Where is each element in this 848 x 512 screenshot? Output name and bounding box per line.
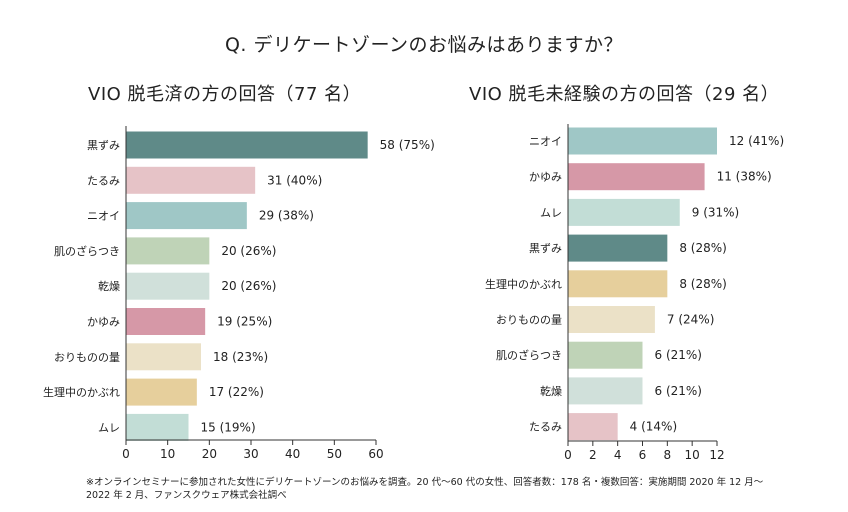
right-bar-6 — [568, 341, 643, 369]
right-chart-title: VIO 脱毛未経験の方の回答（29 名） — [469, 84, 780, 105]
right-category-label-7: 乾燥 — [540, 385, 562, 398]
left-bar-4 — [126, 272, 210, 300]
right-value-label-3: 8 (28%) — [679, 241, 726, 255]
right-value-label-1: 11 (38%) — [717, 170, 772, 184]
right-category-label-2: ムレ — [540, 206, 562, 219]
left-x-tick-label-1: 10 — [160, 447, 175, 461]
right-bar-1 — [568, 163, 705, 191]
left-category-label-2: ニオイ — [87, 210, 120, 223]
left-x-tick-label-0: 0 — [122, 447, 130, 461]
left-bar-2 — [126, 202, 247, 230]
right-bar-0 — [568, 127, 717, 155]
right-value-label-4: 8 (28%) — [679, 277, 726, 291]
left-value-label-7: 17 (22%) — [209, 385, 264, 399]
left-x-tick-label-4: 40 — [285, 447, 300, 461]
right-value-label-0: 12 (41%) — [729, 134, 784, 148]
left-category-label-8: ムレ — [98, 421, 120, 434]
footnote: ※オンラインセミナーに参加された女性にデリケートゾーンのお悩みを調査。20 代〜… — [86, 477, 764, 501]
right-x-tick-label-1: 2 — [589, 448, 597, 462]
left-bar-0 — [126, 131, 368, 159]
right-category-label-8: たるみ — [529, 421, 562, 434]
right-x-tick-label-5: 10 — [685, 448, 700, 462]
right-x-tick-label-6: 12 — [709, 448, 724, 462]
right-category-label-0: ニオイ — [529, 135, 562, 148]
left-category-label-6: おりものの量 — [54, 351, 120, 364]
left-value-label-6: 18 (23%) — [213, 350, 268, 364]
left-category-label-0: 黒ずみ — [87, 139, 120, 152]
right-value-label-2: 9 (31%) — [692, 205, 739, 219]
left-category-label-1: たるみ — [87, 174, 120, 187]
left-chart-title: VIO 脱毛済の方の回答（77 名） — [88, 84, 362, 105]
right-x-tick-label-0: 0 — [564, 448, 572, 462]
left-bar-1 — [126, 166, 256, 194]
right-value-label-5: 7 (24%) — [667, 313, 714, 327]
right-x-tick-label-3: 6 — [639, 448, 647, 462]
right-bar-8 — [568, 413, 618, 441]
right-value-label-7: 6 (21%) — [655, 384, 702, 398]
left-value-label-5: 19 (25%) — [217, 315, 272, 329]
right-value-label-6: 6 (21%) — [655, 348, 702, 362]
right-category-label-3: 黒ずみ — [529, 242, 562, 255]
left-bar-3 — [126, 237, 210, 265]
page-title: Q. デリケートゾーンのお悩みはありますか？ — [224, 34, 624, 56]
left-bar-7 — [126, 378, 197, 406]
left-value-label-2: 29 (38%) — [259, 209, 314, 223]
right-x-tick-label-4: 8 — [664, 448, 672, 462]
right-bar-2 — [568, 198, 680, 226]
left-bar-6 — [126, 343, 201, 371]
right-bar-4 — [568, 270, 668, 298]
right-category-label-4: 生理中のかぶれ — [485, 277, 562, 291]
left-x-tick-label-5: 50 — [327, 447, 342, 461]
right-x-tick-label-2: 4 — [614, 448, 622, 462]
left-value-label-4: 20 (26%) — [221, 279, 276, 293]
left-value-label-3: 20 (26%) — [221, 244, 276, 258]
left-x-tick-label-6: 60 — [368, 447, 383, 461]
left-bar-8 — [126, 413, 189, 441]
left-x-tick-label-3: 30 — [243, 447, 258, 461]
left-category-label-7: 生理中のかぶれ — [43, 385, 120, 399]
left-x-tick-label-2: 20 — [202, 447, 217, 461]
right-category-label-6: 肌のざらつき — [496, 348, 562, 362]
left-category-label-5: かゆみ — [87, 316, 120, 329]
right-category-label-1: かゆみ — [529, 171, 562, 184]
right-bar-3 — [568, 234, 668, 262]
left-category-label-3: 肌のざらつき — [54, 244, 120, 258]
right-value-label-8: 4 (14%) — [630, 420, 677, 434]
left-category-label-4: 乾燥 — [98, 280, 120, 293]
right-category-label-5: おりものの量 — [496, 314, 562, 327]
right-bar-5 — [568, 306, 655, 333]
right-bar-7 — [568, 377, 643, 405]
left-value-label-1: 31 (40%) — [267, 173, 322, 187]
left-bar-5 — [126, 308, 206, 335]
left-value-label-8: 15 (19%) — [201, 420, 256, 434]
left-value-label-0: 58 (75%) — [380, 138, 435, 152]
